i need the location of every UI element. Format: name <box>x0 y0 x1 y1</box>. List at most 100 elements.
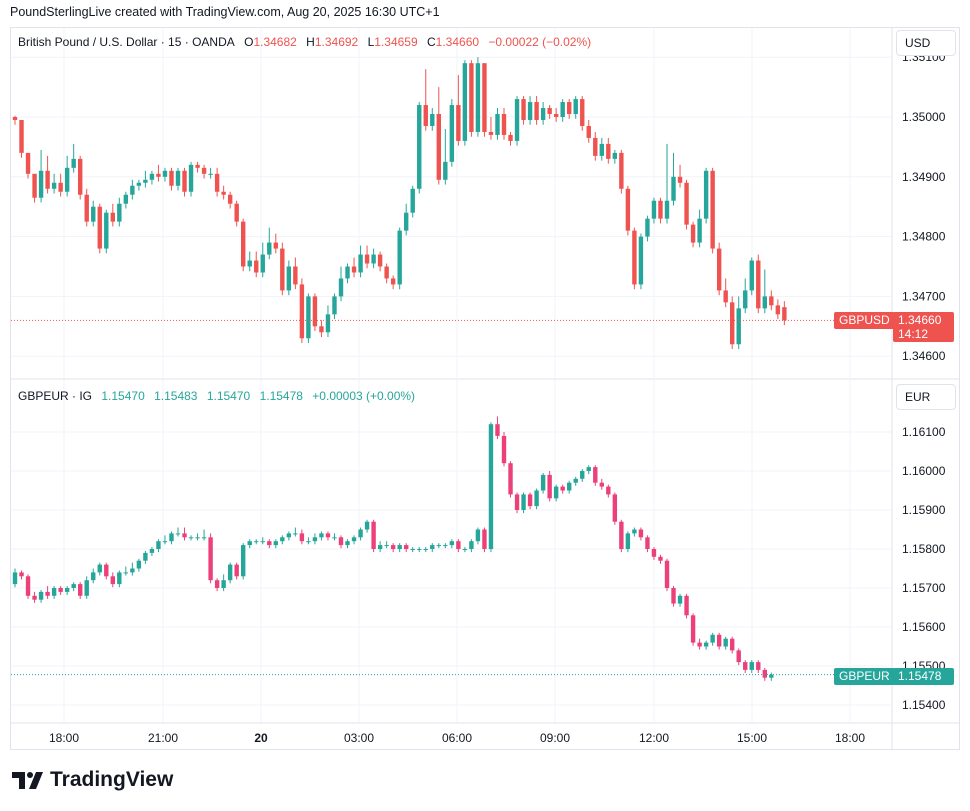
gbpusd-candle-body <box>586 125 591 138</box>
gbpusd-candle-body <box>182 170 187 192</box>
gbpeur-candle-body <box>241 545 246 577</box>
gbpusd-candle-body <box>632 230 637 285</box>
gbpusd-candle-body <box>762 296 767 309</box>
gbpusd-candle-body <box>338 278 344 297</box>
x-tick-label: 12:00 <box>639 731 669 745</box>
gbpeur-candle-body <box>32 595 37 600</box>
gbpeur-candle-body <box>338 537 344 546</box>
gbpeur-candle-body <box>547 474 552 499</box>
gbpeur-candle-body <box>260 541 265 543</box>
gbpusd-candle-body <box>690 224 696 243</box>
gbpeur-candle-body <box>332 537 337 539</box>
bottom-symbol-tag: GBPEUR <box>834 668 895 685</box>
low-label: L <box>367 35 375 49</box>
gbpusd-candle-body <box>214 173 220 192</box>
gbpeur-candle-body <box>527 494 533 507</box>
gbpusd-candle-body <box>273 242 278 249</box>
x-tick-label: 09:00 <box>540 731 570 745</box>
gbpusd-candle-body <box>143 179 148 183</box>
bottom-low-value: 1.15470 <box>206 389 251 403</box>
gbpusd-candle-body <box>188 164 194 192</box>
gbpeur-candle-body <box>208 537 213 581</box>
gbpeur-candle-body <box>599 482 604 487</box>
gbpusd-candle-body <box>84 194 89 222</box>
gbpeur-candle-body <box>364 521 370 530</box>
gbpusd-candle-body <box>384 266 389 279</box>
tradingview-logo[interactable]: TradingView <box>12 768 173 792</box>
bottom-symbol-name[interactable]: GBPEUR · IG <box>18 389 93 403</box>
gbpusd-candle-body <box>351 266 357 273</box>
gbpusd-candle-body <box>64 167 70 192</box>
gbpusd-candle-body <box>723 290 728 303</box>
top-price-tag: 1.34660 14:12 <box>893 312 954 342</box>
gbpeur-candle-body <box>651 549 657 557</box>
gbpusd-candle-body <box>625 188 631 231</box>
gbpeur-candle-body <box>247 541 252 546</box>
gbpeur-y-tick-label: 1.15700 <box>902 581 946 595</box>
gbpusd-candle-body <box>71 158 76 168</box>
gbpeur-candle-body <box>25 576 31 596</box>
top-symbol-name[interactable]: British Pound / U.S. Dollar · 15 · OANDA <box>18 35 235 49</box>
gbpusd-candle-body <box>547 108 552 115</box>
gbpeur-candle-body <box>671 588 676 604</box>
gbpusd-candle-body <box>514 99 520 141</box>
gbpeur-candle-body <box>716 634 722 647</box>
gbpusd-candle-body <box>110 212 115 222</box>
gbpusd-candle-body <box>449 105 455 162</box>
gbpeur-candle-body <box>280 537 285 542</box>
top-open-value: 1.34682 <box>253 35 297 49</box>
gbpusd-candle-body <box>195 164 200 168</box>
gbpusd-candle-body <box>775 305 781 315</box>
gbpeur-candle-body <box>580 471 585 479</box>
x-tick-label: 18:00 <box>49 731 79 745</box>
gbpusd-candle-body <box>136 182 142 186</box>
gbpusd-candle-body <box>730 302 735 345</box>
gbpeur-candle-body <box>475 529 481 542</box>
gbpeur-candle-body <box>78 584 83 596</box>
gbpusd-candle-body <box>234 203 239 222</box>
gbpusd-candle-body <box>58 182 63 192</box>
gbpeur-candle-body <box>488 424 494 549</box>
gbpeur-candle-body <box>319 533 324 538</box>
gbpeur-candle-body <box>404 545 409 549</box>
gbpeur-candle-body <box>12 572 18 585</box>
gbpeur-candle-body <box>423 549 428 550</box>
gbpusd-candle-body <box>651 200 657 219</box>
gbpusd-candle-body <box>78 158 83 195</box>
gbpeur-candle-body <box>762 669 767 678</box>
gbpeur-candle-body <box>749 662 754 670</box>
gbpusd-candle-body <box>390 278 396 285</box>
gbpusd-candle-body <box>358 254 363 273</box>
gbpusd-candle-body <box>736 308 741 345</box>
gbpeur-y-tick-label: 1.15900 <box>902 503 946 517</box>
gbpeur-candle-body <box>703 642 709 647</box>
gbpusd-candle-body <box>417 105 422 189</box>
gbpeur-candle-body <box>371 521 376 549</box>
gbpeur-candle-body <box>384 545 389 547</box>
gbpusd-candle-body <box>260 254 265 273</box>
gbpeur-y-tick-label: 1.15600 <box>902 620 946 634</box>
gbpeur-candle-body <box>143 552 148 561</box>
gbpeur-candle-body <box>299 533 305 542</box>
gbpusd-candle-body <box>462 63 468 141</box>
gbpeur-candle-body <box>195 537 200 539</box>
gbpusd-candle-body <box>488 131 494 135</box>
gbpeur-candle-body <box>508 463 513 495</box>
gbpusd-candle-body <box>169 170 174 186</box>
gbpusd-candle-body <box>51 182 57 189</box>
gbpusd-candle-body <box>606 143 611 159</box>
gbpeur-candle-body <box>697 642 702 647</box>
x-tick-label: 20 <box>254 731 268 745</box>
gbpusd-candle-body <box>397 230 402 285</box>
top-price-value: 1.34660 <box>898 313 942 327</box>
bottom-legend: GBPEUR · IG 1.15470 1.15483 1.15470 1.15… <box>18 389 421 403</box>
bottom-currency-button[interactable]: EUR <box>896 384 956 410</box>
gbpeur-candle-body <box>234 564 239 577</box>
bottom-open-value: 1.15470 <box>101 389 145 403</box>
gbpusd-candle-body <box>436 114 441 180</box>
gbpeur-candle-body <box>769 674 774 678</box>
gbpeur-candle-body <box>625 533 631 549</box>
bottom-close-value: 1.15478 <box>259 389 303 403</box>
top-currency-button[interactable]: USD <box>896 30 956 56</box>
